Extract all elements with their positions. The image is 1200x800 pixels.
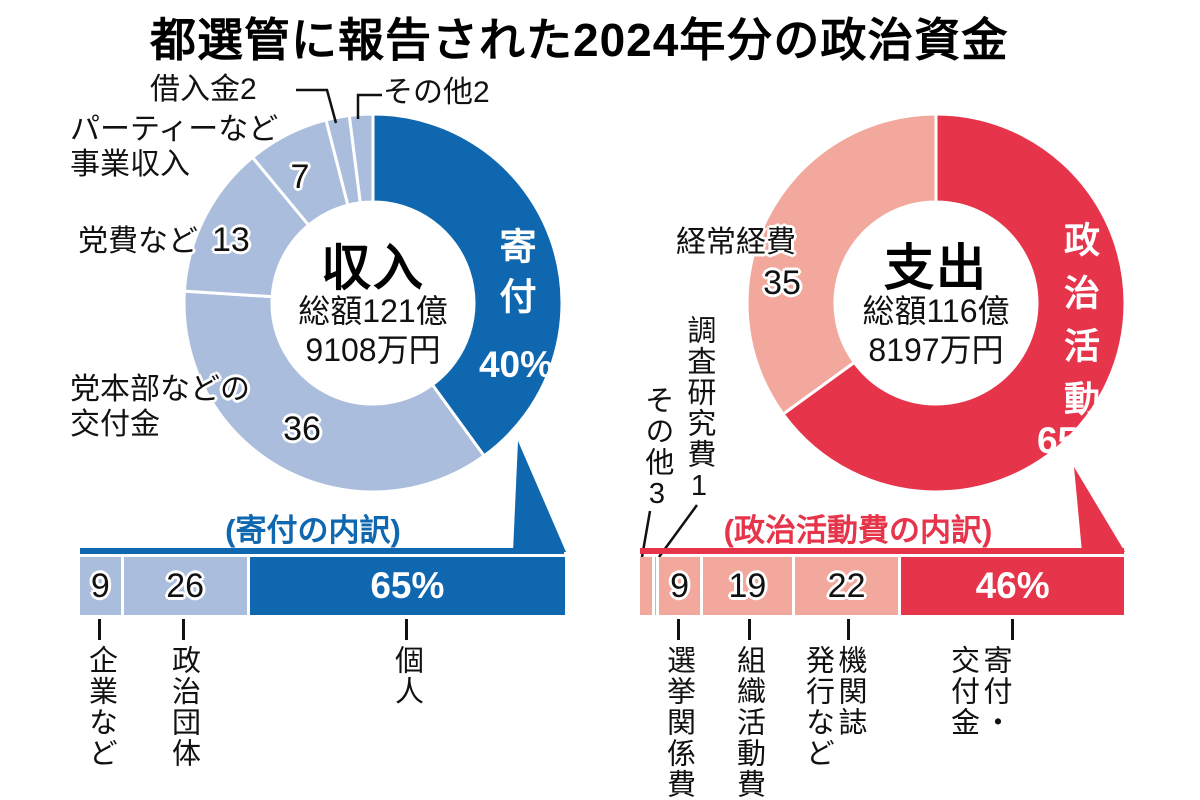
leader-tick <box>748 619 751 640</box>
donation-label-companies: 企業など <box>84 645 117 769</box>
donation-breakdown-segment-value-1: 26 <box>166 566 205 605</box>
income-label-other: その他2 <box>383 76 490 109</box>
income-funnel-connector <box>513 441 566 552</box>
expenditure-label-other: その他3 <box>640 385 673 512</box>
political-activity-breakdown-segment-5: 46% <box>901 557 1124 615</box>
expenditure-segment-1 <box>745 112 938 416</box>
expenditure-segment-0 <box>781 112 1127 494</box>
donation-breakdown-segment-2: 65% <box>249 557 565 615</box>
political-activity-breakdown-segment-1 <box>654 557 660 615</box>
expenditure-label-political-activity: 政治活動費 <box>1059 221 1100 486</box>
donation-label-individuals: 個人 <box>390 645 423 707</box>
political-activity-breakdown-segment-3: 19 <box>702 557 795 615</box>
leader-tick <box>847 619 850 640</box>
political-activity-breakdown-segment-4: 22 <box>794 557 902 615</box>
leader-tick <box>677 619 680 640</box>
income-label-party-fees: 党費など <box>78 225 198 258</box>
donation-breakdown-segment-value-0: 9 <box>90 566 110 605</box>
income-value-grants: 36 <box>283 410 321 448</box>
income-label-party-business: パーティーなど 事業収入 <box>70 113 279 182</box>
income-label-loans: 借入金2 <box>150 73 257 106</box>
political-activity-breakdown-title: (政治活動費の内訳) <box>723 513 993 548</box>
leader-tick <box>1011 619 1014 640</box>
political-activity-breakdown-segment-2: 9 <box>659 557 703 615</box>
donation-breakdown-segment-0: 9 <box>80 557 124 615</box>
political-activity-breakdown-segment-value-3: 19 <box>728 566 767 605</box>
donation-breakdown-segment-1: 26 <box>123 557 250 615</box>
leader-tick <box>98 619 101 640</box>
income-value-party-business: 7 <box>290 158 310 196</box>
donation-label-political-groups: 政治団体 <box>167 645 200 769</box>
other-income-leader-line <box>356 93 382 119</box>
expenditure-label-research: 調査研究費1 <box>682 315 715 504</box>
expenditure-center-title: 支出 <box>884 240 988 296</box>
income-label-donation: 寄付 <box>494 227 535 327</box>
leader-tick <box>182 619 185 640</box>
political-activity-breakdown-segment-0 <box>640 557 655 615</box>
page-title: 都選管に報告された2024年分の政治資金 <box>150 14 1009 66</box>
political-activity-breakdown-segment-value-5: 46% <box>975 565 1050 606</box>
income-label-grants: 党本部などの 交付金 <box>70 373 250 442</box>
donation-breakdown-rule <box>80 548 564 554</box>
expenditure-label-ordinary: 経常経費 <box>676 226 796 259</box>
political-activity-breakdown-segment-value-2: 9 <box>670 566 690 605</box>
activity-label-donations-grants: 寄付・ 交付金 <box>946 645 1011 738</box>
donation-breakdown-title: (寄付の内訳) <box>225 513 401 548</box>
expenditure-value-ordinary: 35 <box>763 264 801 302</box>
political-activity-breakdown-rule <box>640 548 1124 554</box>
income-center-title: 収入 <box>321 240 425 296</box>
income-segment-1 <box>182 289 486 494</box>
activity-label-publication: 機関誌 発行など <box>801 645 866 769</box>
political-activity-breakdown-segment-value-4: 22 <box>827 566 866 605</box>
income-value-party-fees: 13 <box>212 221 250 259</box>
political-activity-breakdown-bar: 9 19 22 46% <box>640 557 1124 615</box>
income-center-total: 総額121億 9108万円 <box>298 293 448 369</box>
loan-leader-line <box>296 88 338 124</box>
activity-label-election: 選挙関係費 <box>662 645 695 800</box>
leader-tick <box>405 619 408 640</box>
activity-label-organization: 組織活動費 <box>732 645 765 800</box>
expenditure-funnel-connector <box>1074 467 1125 552</box>
expenditure-center-total: 総額116億 8197万円 <box>862 293 1010 369</box>
income-segment-0 <box>371 112 564 458</box>
donation-breakdown-segment-value-2: 65% <box>370 565 445 606</box>
income-label-party-fees-row: 党費など 13 <box>78 221 250 260</box>
income-value-donation: 40% <box>478 344 554 385</box>
donation-breakdown-bar: 9 26 65% <box>80 557 565 615</box>
expenditure-donut <box>745 112 1127 494</box>
expenditure-value-political-activity: 65% <box>1036 420 1112 461</box>
